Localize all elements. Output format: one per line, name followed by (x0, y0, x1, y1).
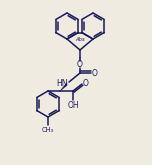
Text: HN: HN (56, 79, 68, 87)
Text: CH₃: CH₃ (42, 127, 54, 133)
Text: Abs: Abs (75, 37, 85, 42)
Text: O: O (83, 79, 89, 87)
Text: OH: OH (67, 100, 79, 110)
Text: O: O (92, 68, 98, 78)
Polygon shape (60, 82, 67, 91)
Text: O: O (77, 60, 83, 69)
